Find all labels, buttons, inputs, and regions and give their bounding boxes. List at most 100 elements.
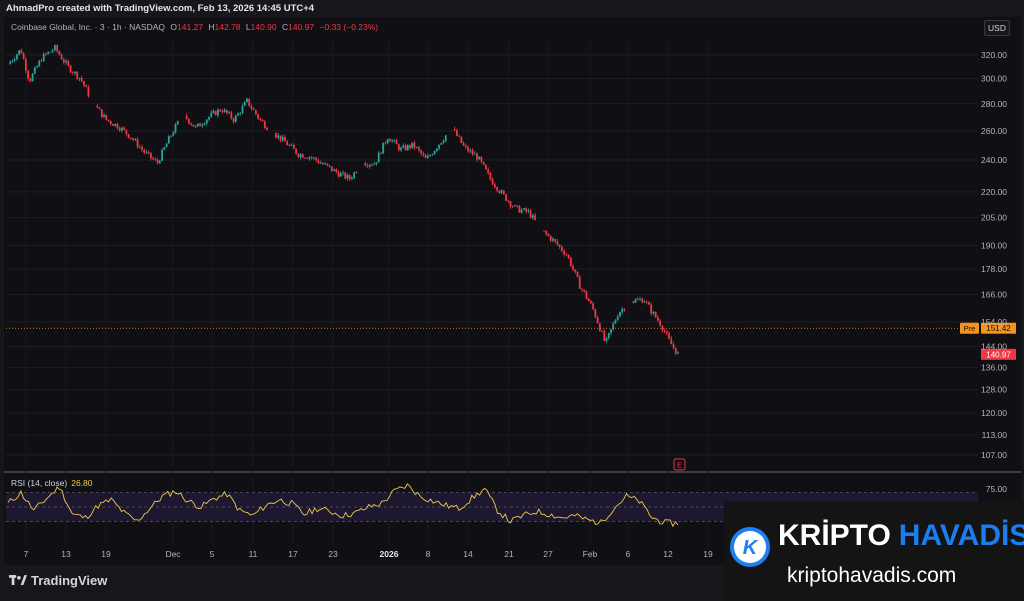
watermark-word2: HAVADİS (898, 519, 1024, 552)
price-tick-label: 154.00 (981, 317, 1007, 327)
candle-body (516, 205, 519, 207)
time-tick-label: 6 (626, 549, 631, 559)
time-tick-label: 19 (703, 549, 713, 559)
candle-body (610, 328, 612, 333)
time-tick-label: 27 (543, 549, 553, 559)
candle-body (116, 123, 119, 129)
candle-body (400, 147, 402, 151)
candle-body (393, 140, 396, 141)
candle-body (543, 230, 545, 232)
candle-body (505, 194, 507, 201)
candle-body (31, 73, 34, 82)
candle-body (67, 61, 70, 66)
rsi-legend[interactable]: RSI (14, close) 26.80 (11, 478, 93, 489)
candle-body (344, 172, 347, 179)
candle-body (636, 299, 639, 300)
candle-body (188, 118, 190, 124)
candle-body (145, 152, 148, 153)
candle-body (482, 161, 485, 165)
candle-body (355, 172, 358, 174)
price-tick-label: 240.00 (981, 155, 1007, 165)
candle-body (458, 135, 461, 137)
candle-body (402, 145, 405, 148)
symbol-legend[interactable]: Coinbase Global, Inc. · 3 · 1h · NASDAQ … (11, 22, 378, 33)
high-label: H (208, 22, 215, 32)
candle-body (284, 136, 286, 142)
time-tick-label: Feb (583, 549, 598, 559)
close-value: 140.97 (288, 22, 315, 32)
candle-body (567, 254, 570, 258)
candle-body (230, 112, 233, 119)
candle-body (33, 67, 36, 74)
currency-button[interactable]: USD (984, 20, 1010, 36)
candle-body (496, 187, 498, 191)
candle-body (105, 114, 108, 120)
candle-body (603, 331, 606, 341)
candle-body (239, 113, 242, 114)
candle-body (243, 101, 246, 106)
candle-body (674, 347, 677, 354)
premarket-price-badge (981, 322, 1016, 334)
high-value: 142.78 (214, 22, 241, 32)
candle-body (176, 121, 179, 125)
candle-body (560, 246, 563, 251)
candle-body (397, 144, 400, 151)
candle-body (127, 134, 130, 138)
candle-body (422, 153, 425, 156)
candle-body (415, 147, 418, 148)
candle-body (212, 111, 215, 113)
candle-body (190, 123, 193, 125)
candle-body (234, 115, 237, 122)
candle-body (645, 301, 648, 303)
candle-body (348, 175, 351, 179)
candle-body (634, 299, 637, 303)
candle-body (351, 177, 353, 179)
candle-body (507, 200, 510, 202)
candle-body (411, 142, 414, 148)
candle-body (467, 147, 469, 152)
earnings-marker-label: E (677, 461, 682, 470)
price-tick-label: 260.00 (981, 126, 1007, 136)
price-axis: 320.00 300.00 280.00 260.00 240.00 220.00 205.… (981, 50, 1007, 460)
candle-body (203, 123, 206, 125)
candle-body (413, 142, 416, 148)
candle-body (129, 137, 132, 139)
candle-body (292, 144, 295, 149)
candle-body (76, 71, 79, 79)
candle-body (279, 135, 282, 141)
candle-body (225, 109, 228, 114)
candle-body (547, 233, 550, 236)
candle-body (232, 118, 235, 122)
candle-body (462, 142, 465, 146)
candle-body (257, 114, 260, 119)
price-tick-label: 190.00 (981, 240, 1007, 250)
close-label: C (282, 22, 289, 32)
candle-body (583, 289, 586, 292)
time-tick-label: 5 (210, 549, 215, 559)
candle-body (297, 153, 300, 157)
candle-body (406, 145, 409, 150)
candle-body (558, 244, 561, 247)
candle-body (310, 157, 313, 159)
candle-body (612, 323, 615, 329)
candle-body (563, 250, 565, 255)
candle-body (143, 149, 146, 153)
candle-body (509, 201, 512, 207)
time-tick-label: 12 (663, 549, 673, 559)
price-tick-label: 280.00 (981, 99, 1007, 109)
candle-body (201, 124, 204, 127)
tradingview-logo[interactable]: TradingView (9, 573, 107, 588)
candle-body (315, 157, 318, 161)
price-tick-label: 320.00 (981, 50, 1007, 60)
symbol-name: Coinbase Global, Inc. · 3 · 1h · NASDAQ (11, 22, 166, 32)
candle-body (587, 298, 590, 302)
candle-body (161, 149, 163, 161)
candle-body (123, 127, 126, 130)
candle-body (598, 323, 601, 331)
candle-body (578, 276, 581, 289)
price-tick-label: 120.00 (981, 408, 1007, 418)
candle-body (324, 163, 327, 165)
price-tick-label: 128.00 (981, 385, 1007, 395)
candle-body (170, 135, 172, 137)
